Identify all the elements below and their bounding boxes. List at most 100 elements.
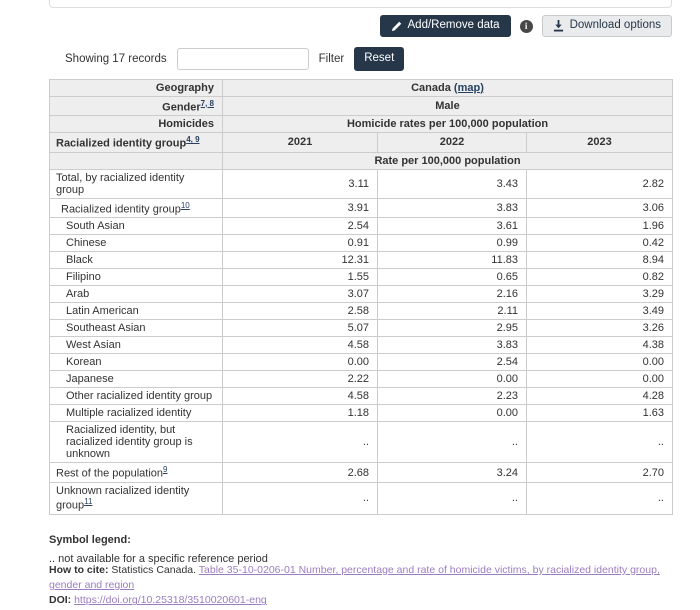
- rate-value: 2.58: [222, 302, 378, 321]
- table-body: Total, by racialized identity group 3.11 3…: [49, 168, 673, 515]
- doi-line: DOI: https://doi.org/10.25318/3510020601…: [49, 593, 689, 608]
- rate-value: 2.70: [526, 462, 673, 484]
- footnote-link[interactable]: 4, 9: [186, 135, 200, 145]
- rate-value: 0.42: [526, 234, 673, 253]
- rate-value: 1.96: [526, 217, 673, 236]
- table-row: Arab 3.07 2.16 3.29: [49, 285, 673, 304]
- footnote-link[interactable]: 11: [84, 497, 93, 507]
- row-label: Chinese: [49, 234, 223, 253]
- footnote-link[interactable]: 9: [163, 465, 168, 475]
- row-label: South Asian: [49, 217, 223, 236]
- table-row: Total, by racialized identity group 3.11 3…: [49, 168, 673, 199]
- row-label: Total, by racialized identity group: [49, 168, 223, 199]
- rate-value: ..: [222, 421, 378, 464]
- rate-value: 3.49: [526, 302, 673, 321]
- how-to-cite-text: Statistics Canada.: [108, 564, 199, 576]
- rate-value: 2.23: [377, 387, 527, 406]
- record-count-text: Showing 17 records: [65, 52, 167, 65]
- info-icon[interactable]: i: [519, 19, 533, 33]
- rate-value: 1.18: [222, 404, 378, 423]
- citation-block: How to cite: Statistics Canada. Table 35…: [49, 563, 689, 609]
- reset-button[interactable]: Reset: [354, 47, 405, 71]
- rate-value: 3.24: [377, 462, 527, 484]
- table-row: Latin American 2.58 2.11 3.49: [49, 302, 673, 321]
- row-label: Other racialized identity group: [49, 387, 223, 406]
- table-row: Korean 0.00 2.54 0.00: [49, 353, 673, 372]
- rate-value: 0.99: [377, 234, 527, 253]
- rate-value: 2.54: [377, 353, 527, 372]
- rate-value: ..: [526, 482, 673, 515]
- download-options-button[interactable]: Download options: [541, 15, 672, 37]
- geography-value: Canada (map): [222, 78, 673, 97]
- rate-value: 3.26: [526, 319, 673, 338]
- rate-value: 1.55: [222, 268, 378, 287]
- footnote-link[interactable]: 10: [180, 200, 190, 210]
- rate-value: 3.43: [377, 168, 527, 199]
- row-label: Racialized identity, but racialized iden…: [49, 421, 223, 464]
- row-label: Southeast Asian: [49, 319, 223, 338]
- rate-value: 8.94: [526, 251, 673, 270]
- rate-value: 4.28: [526, 387, 673, 406]
- homicides-value: Homicide rates per 100,000 population: [222, 115, 673, 134]
- rate-value: ..: [377, 482, 527, 515]
- symbol-legend: Symbol legend: .. not available for a sp…: [49, 534, 672, 565]
- stub-header-text: Racialized identity group: [56, 137, 187, 150]
- rate-value: 0.00: [526, 370, 673, 389]
- rate-value: 0.00: [526, 353, 673, 372]
- gender-label-text: Gender: [162, 101, 201, 114]
- rate-value: 4.58: [222, 387, 378, 406]
- symbol-legend-item: .. not available for a specific referenc…: [49, 552, 268, 565]
- gender-row: Gender7, 8 Male: [49, 95, 673, 117]
- rate-value: 0.91: [222, 234, 378, 253]
- gender-label: Gender7, 8: [49, 95, 223, 117]
- table-row: Black 12.31 11.83 8.94: [49, 251, 673, 270]
- rate-value: 1.63: [526, 404, 673, 423]
- rate-value: 3.91: [222, 197, 378, 219]
- rate-value: 2.16: [377, 285, 527, 304]
- table-citation-link[interactable]: Table 35-10-0206-01 Number, percentage a…: [49, 564, 660, 592]
- geography-row: Geography Canada (map): [49, 78, 673, 97]
- filter-input[interactable]: [176, 47, 309, 70]
- row-label: Latin American: [49, 302, 223, 321]
- homicides-label: Homicides: [49, 115, 223, 134]
- year-header-2021: 2021: [222, 132, 378, 153]
- rate-value: 4.38: [526, 336, 673, 355]
- rate-value: 2.68: [222, 462, 378, 484]
- rate-value: 3.83: [377, 336, 527, 355]
- rate-value: ..: [526, 421, 673, 464]
- geography-label: Geography: [49, 78, 223, 97]
- table-row: Unknown racialized identity group11.....…: [49, 482, 673, 515]
- rate-value: 3.83: [377, 197, 527, 219]
- stub-header: Racialized identity group4, 9: [49, 132, 223, 153]
- rate-value: 2.22: [222, 370, 378, 389]
- table-row: Racialized identity, but racialized iden…: [49, 421, 673, 464]
- footnote-link[interactable]: 7, 8: [200, 98, 214, 108]
- table-row: Other racialized identity group 4.58 2.23 4…: [49, 387, 673, 406]
- rate-value: 3.06: [526, 197, 673, 219]
- download-icon: [553, 20, 564, 32]
- rate-value: 2.54: [222, 217, 378, 236]
- filter-button[interactable]: Filter: [309, 49, 355, 69]
- table-row: Multiple racialized identity 1.18 0.00 1.63: [49, 404, 673, 423]
- panel-bottom-edge: [49, 0, 672, 8]
- row-label: Multiple racialized identity: [49, 404, 223, 423]
- rate-value: 0.00: [377, 404, 527, 423]
- map-link[interactable]: (map): [453, 81, 484, 94]
- gender-value: Male: [222, 95, 673, 117]
- row-label: Black: [49, 251, 223, 270]
- doi-link[interactable]: https://doi.org/10.25318/3510020601-eng: [74, 594, 267, 607]
- add-remove-data-button[interactable]: Add/Remove data: [379, 15, 511, 37]
- year-header-2022: 2022: [377, 132, 527, 153]
- rate-value: ..: [377, 421, 527, 464]
- download-options-label: Download options: [569, 19, 661, 32]
- year-header-2023: 2023: [526, 132, 673, 153]
- table-row: South Asian 2.54 3.61 1.96: [49, 217, 673, 236]
- rate-value: 12.31: [222, 251, 378, 270]
- add-remove-data-label: Add/Remove data: [407, 19, 500, 32]
- how-to-cite-line: How to cite: Statistics Canada. Table 35…: [49, 563, 689, 593]
- rate-value: 0.82: [526, 268, 673, 287]
- rate-value: 3.07: [222, 285, 378, 304]
- row-label: Arab: [49, 285, 223, 304]
- table-row: Japanese 2.22 0.00 0.00: [49, 370, 673, 389]
- rate-value: ..: [222, 482, 378, 515]
